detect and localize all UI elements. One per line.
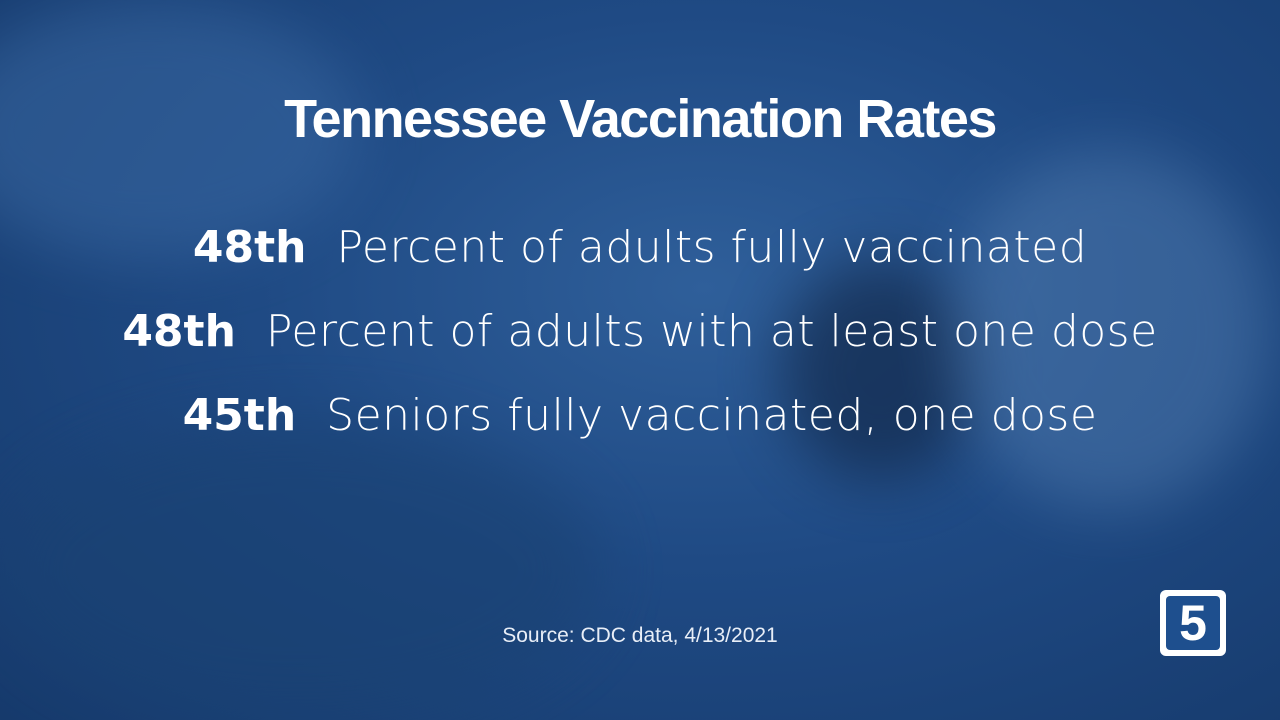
rankings: 48th Percent of adults fully vaccinated 48… [0,222,1280,474]
ranking-row: 48th Percent of adults fully vaccinated [0,222,1280,306]
station-logo: 5 [1160,590,1226,656]
rank: 45th [182,390,297,441]
rank: 48th [192,222,307,273]
source: Source: CDC data, 4/13/2021 [502,624,778,647]
rank-label: Seniors fully vaccinated, one dose [326,390,1098,441]
background-blur [950,150,1270,510]
rank-label: Percent of adults fully vaccinated [336,222,1088,273]
background-blur [0,0,360,260]
logo-text: 5 [1166,596,1220,650]
title: Tennessee Vaccination Rates [284,89,997,149]
ranking-row: 48th Percent of adults with at least one … [0,306,1280,390]
ranking-row: 45th Seniors fully vaccinated, one dose [0,390,1280,474]
background-blur [780,260,980,480]
background-blur [0,420,600,720]
rank-label: Percent of adults with at least one dose [265,306,1158,357]
rank: 48th [122,306,236,357]
